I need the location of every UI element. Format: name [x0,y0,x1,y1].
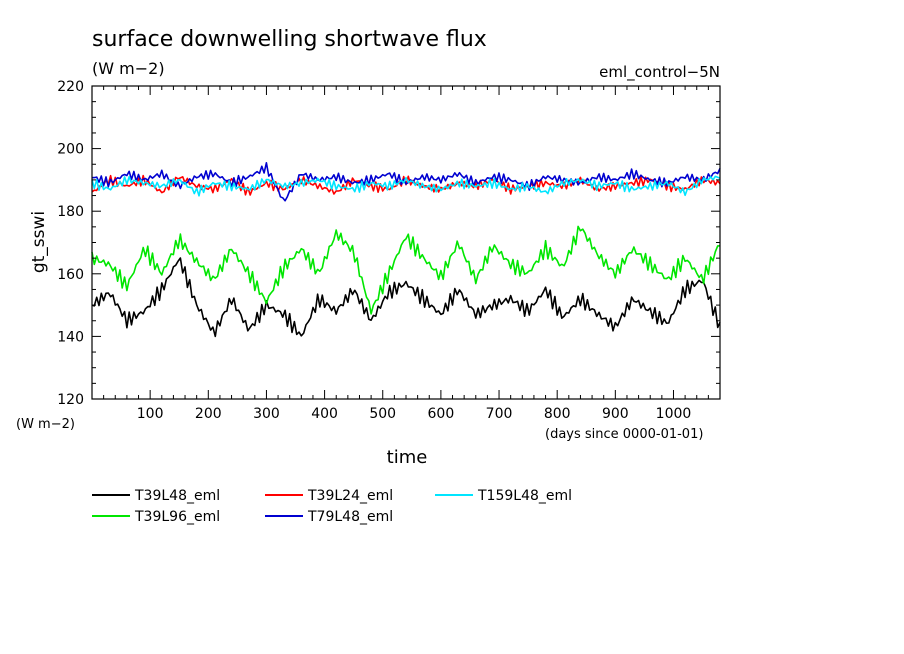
y-tick-label: 160 [57,267,84,283]
legend-label-T159L48_eml: T159L48_eml [477,488,572,504]
x-tick-label: 300 [253,406,280,422]
x-axis-unit: (days since 0000-01-01) [545,427,703,442]
x-tick-label: 500 [369,406,396,422]
y-tick-label: 180 [57,204,84,220]
run-label: eml_control−5N [599,63,720,82]
x-tick-label: 200 [195,406,222,422]
series-line-T159L48_eml [91,175,721,197]
x-tick-label: 900 [602,406,629,422]
y-axis-unit: (W m−2) [16,417,75,432]
x-tick-label: 600 [428,406,455,422]
tick-layer: 120 140 160 180 200 220 100 200 300 400 500 600 700 8… [57,79,720,422]
series-line-T39L96_eml [91,225,721,315]
y-axis-label: gt_sswi [29,211,49,273]
legend-label-T79L48_eml: T79L48_eml [307,509,393,525]
y-tick-label: 120 [57,392,84,408]
x-tick-label: 400 [311,406,338,422]
plot-frame [91,85,721,400]
y-tick-label: 140 [57,329,84,345]
series-line-T79L48_eml [91,162,721,202]
legend-label-T39L24_eml: T39L24_eml [307,488,393,504]
chart-subtitle: (W m−2) [92,59,165,78]
x-tick-label: 700 [486,406,513,422]
chart-title: surface downwelling shortwave flux [92,27,487,52]
legend: T39L48_eml T39L96_eml T39L24_eml T79L48_eml… [92,488,572,525]
x-tick-label: 100 [137,406,164,422]
series-layer [91,162,721,338]
series-line-T39L48_eml [91,257,721,338]
legend-label-T39L48_eml: T39L48_eml [134,488,220,504]
x-axis-label: time [387,447,428,468]
y-tick-label: 220 [57,79,84,95]
y-tick-label: 200 [57,142,84,158]
x-tick-label: 800 [544,406,571,422]
x-tick-label: 1000 [656,406,692,422]
legend-label-T39L96_eml: T39L96_eml [134,509,220,525]
